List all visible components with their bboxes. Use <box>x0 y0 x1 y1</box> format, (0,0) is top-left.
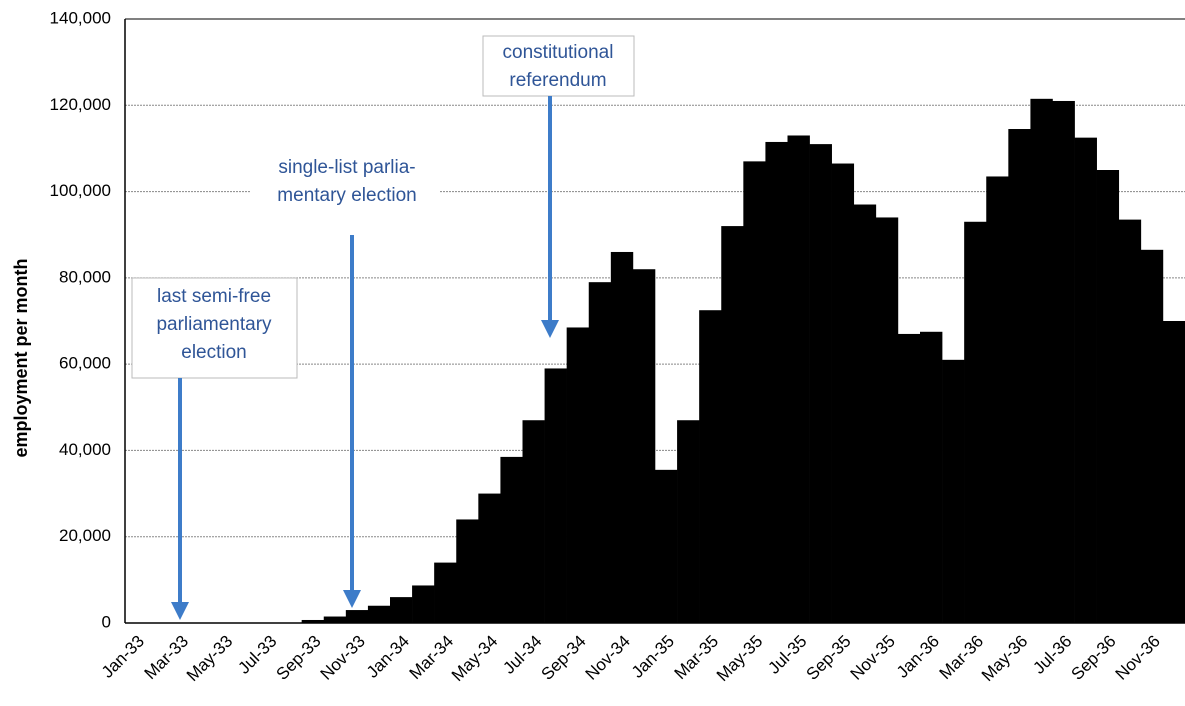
x-tick-label: Sep-33 <box>273 632 325 684</box>
bar <box>986 176 1009 623</box>
bar <box>677 420 700 623</box>
x-tick-label: Mar-36 <box>936 632 988 684</box>
bar <box>743 161 766 623</box>
annotation-text: parliamentary <box>156 314 272 335</box>
annotation-text: mentary election <box>277 185 416 206</box>
bar <box>478 493 501 623</box>
bar <box>544 368 567 623</box>
x-tick-label: Jan-36 <box>893 632 943 682</box>
bar <box>699 310 722 623</box>
y-tick-label: 0 <box>102 612 111 631</box>
y-tick-label: 80,000 <box>59 267 111 286</box>
bar <box>323 616 347 623</box>
x-tick-label: May-36 <box>978 632 1032 686</box>
x-tick-label: Sep-34 <box>538 632 590 684</box>
bar <box>390 597 413 623</box>
bar <box>522 420 545 623</box>
bar <box>367 605 391 623</box>
annotation-text: referendum <box>509 70 606 91</box>
bar <box>721 226 744 624</box>
bar <box>1030 98 1053 624</box>
bar <box>456 519 479 623</box>
x-tick-label: Nov-36 <box>1112 632 1164 684</box>
bar <box>1008 129 1031 623</box>
bar <box>610 251 634 623</box>
bar <box>897 333 921 623</box>
y-tick-label: 100,000 <box>50 181 111 200</box>
y-tick-label: 140,000 <box>50 8 111 27</box>
y-tick-label: 60,000 <box>59 354 111 373</box>
bar <box>434 562 457 623</box>
bar <box>1162 321 1185 623</box>
x-tick-label: May-35 <box>713 632 767 686</box>
arrow-head <box>343 590 361 608</box>
x-tick-label: Nov-34 <box>582 632 634 684</box>
bar <box>1140 249 1164 624</box>
bar <box>1052 100 1075 623</box>
x-tick-label: Mar-33 <box>141 632 193 684</box>
arrow-head <box>171 602 189 620</box>
annotation-text: single-list parlia- <box>278 157 415 178</box>
bar <box>809 144 832 623</box>
arrow-head <box>541 320 559 338</box>
x-tick-label: Mar-35 <box>671 632 723 684</box>
y-axis-label: employment per month <box>11 258 31 457</box>
x-tick-label: Jan-35 <box>628 632 678 682</box>
bar <box>1096 170 1120 623</box>
bar <box>920 331 943 623</box>
annotation-box <box>250 152 440 214</box>
bar <box>964 221 987 623</box>
annotation-text: election <box>181 342 247 363</box>
x-tick-label: May-34 <box>448 632 502 686</box>
bar <box>1074 137 1097 623</box>
bar <box>500 456 523 623</box>
y-tick-label: 120,000 <box>50 95 111 114</box>
x-tick-label: Jan-34 <box>363 632 413 682</box>
annotation-text: last semi-free <box>157 286 271 307</box>
x-tick-label: Nov-33 <box>317 632 369 684</box>
bar <box>632 269 656 623</box>
bar <box>831 163 855 623</box>
annotation-text: constitutional <box>503 42 614 63</box>
x-tick-label: Sep-35 <box>803 632 855 684</box>
y-tick-label: 40,000 <box>59 440 111 459</box>
bar <box>301 619 325 623</box>
bar <box>787 135 810 623</box>
x-tick-label: Mar-34 <box>406 632 458 684</box>
bar <box>875 217 899 623</box>
x-tick-label: May-33 <box>183 632 237 686</box>
y-tick-label: 20,000 <box>59 526 111 545</box>
x-tick-label: Nov-35 <box>847 632 899 684</box>
bar <box>942 359 965 623</box>
bar <box>655 469 678 623</box>
bar <box>566 327 590 623</box>
x-tick-label: Jan-33 <box>98 632 148 682</box>
bar <box>1118 219 1142 623</box>
bar <box>345 610 369 623</box>
annotation-box <box>482 35 635 97</box>
x-tick-label: Sep-36 <box>1068 632 1120 684</box>
bar <box>588 282 612 623</box>
bar <box>765 141 788 623</box>
bar <box>412 585 435 623</box>
annotation-box <box>131 277 298 379</box>
bar <box>853 204 877 623</box>
